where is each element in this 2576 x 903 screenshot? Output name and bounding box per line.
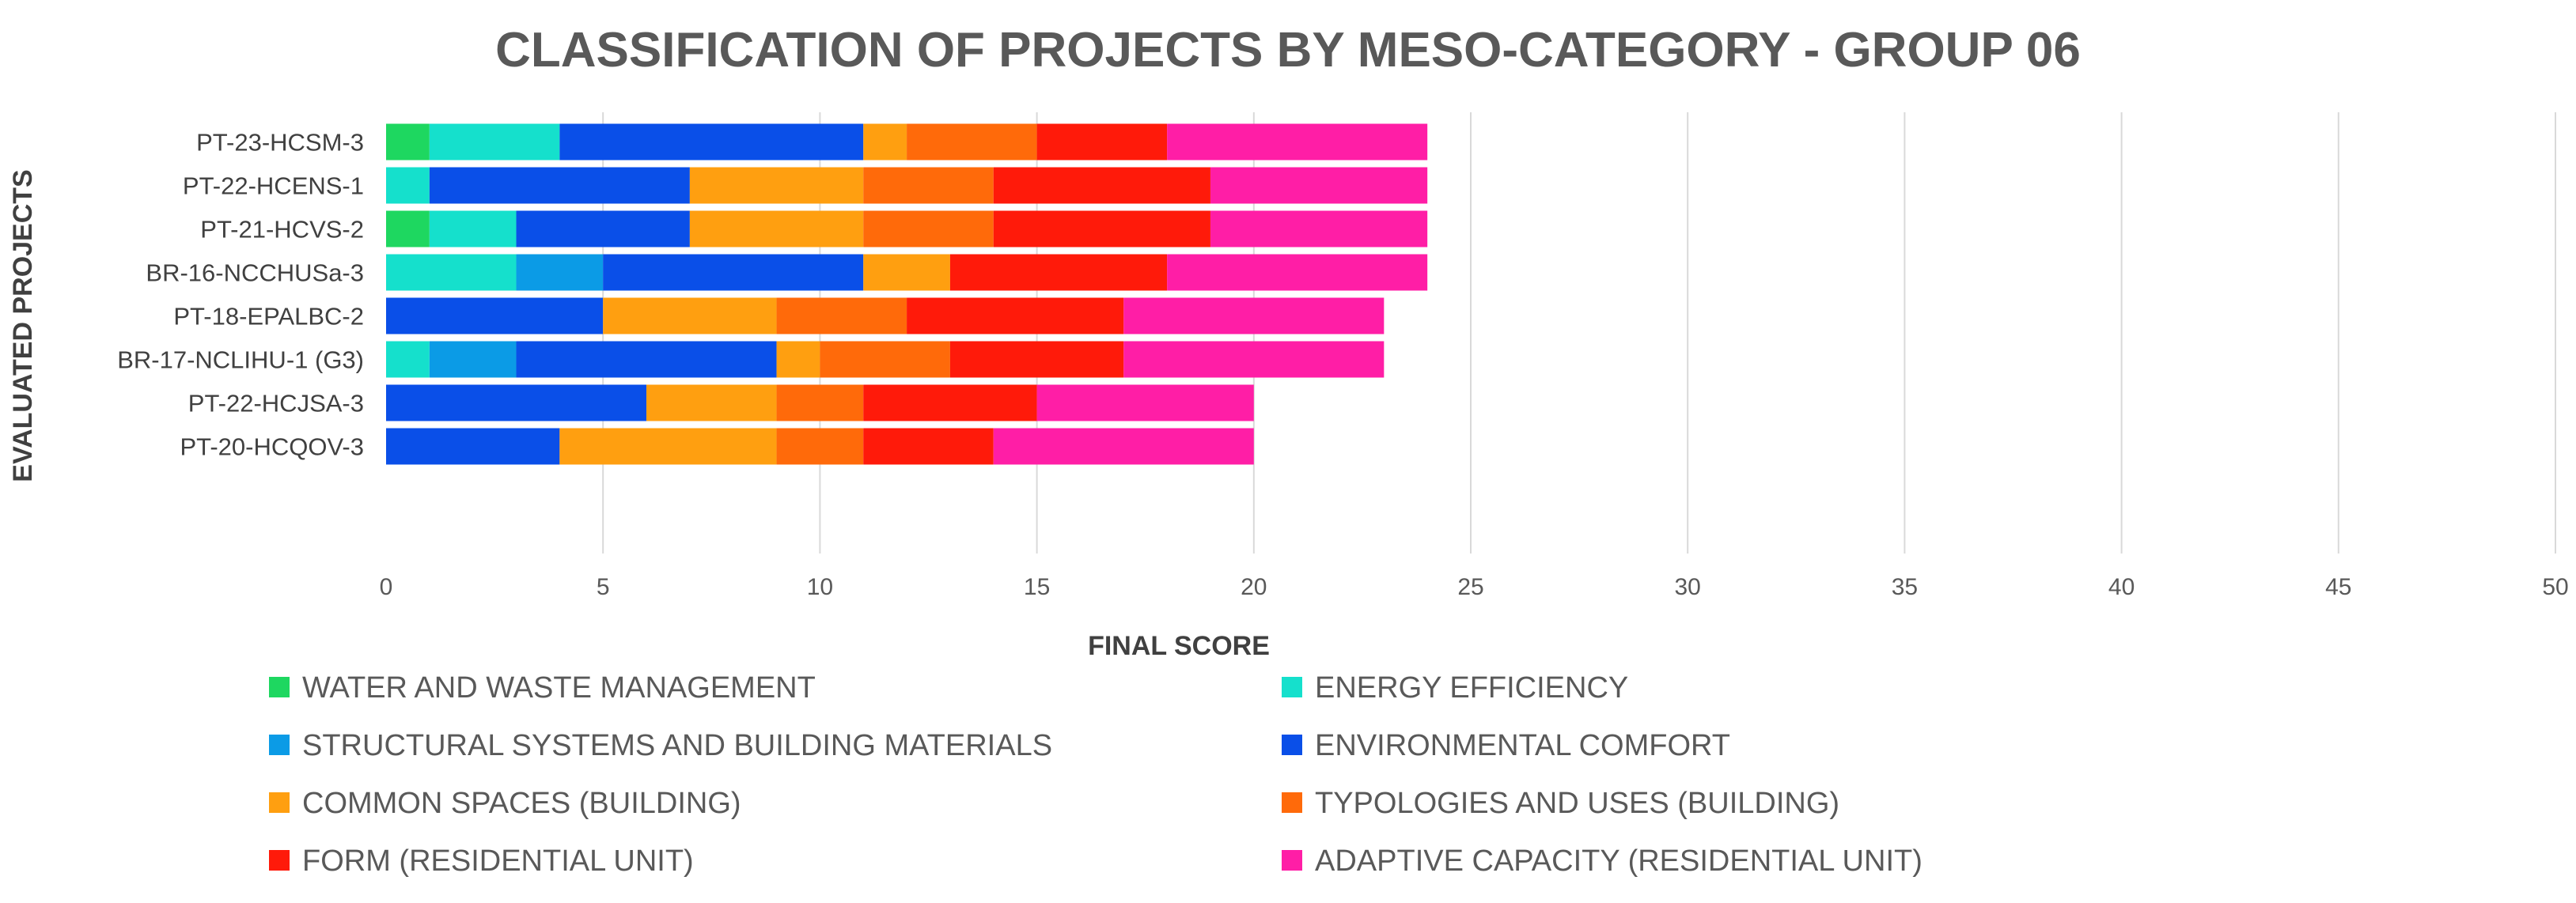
bar-segment	[776, 428, 864, 465]
legend-label: ENERGY EFFICIENCY	[1315, 671, 1628, 705]
bar-segment	[386, 428, 560, 465]
x-tick-label: 25	[1457, 574, 1483, 600]
bar-segment	[429, 167, 690, 204]
bar-segment	[1123, 297, 1385, 334]
bar-segment	[603, 297, 777, 334]
bar-segment	[907, 297, 1124, 334]
x-tick-label: 45	[2325, 574, 2351, 600]
bar-segment	[1123, 341, 1385, 378]
category-label: PT-22-HCENS-1	[183, 172, 364, 200]
bar-segment	[1167, 123, 1428, 161]
bar-segment	[1167, 254, 1428, 291]
x-tick-label: 20	[1241, 574, 1267, 600]
bar-segment	[776, 384, 864, 421]
bar-segment	[429, 123, 560, 161]
bar-segment	[386, 341, 430, 378]
bar-segment	[863, 254, 950, 291]
bar-segment	[949, 341, 1124, 378]
bar-segment	[689, 167, 864, 204]
x-tick-label: 30	[1675, 574, 1701, 600]
bar-segment	[993, 167, 1210, 204]
bar-segment	[1210, 167, 1428, 204]
bar-segment	[863, 123, 907, 161]
category-label: PT-18-EPALBC-2	[173, 303, 364, 331]
bar-segment	[863, 167, 994, 204]
x-tick-label: 15	[1024, 574, 1050, 600]
bar-segment	[776, 297, 907, 334]
bar-segment	[603, 254, 864, 291]
bar-segment	[907, 123, 1037, 161]
legend-swatch	[1282, 735, 1302, 755]
legend-swatch	[269, 677, 290, 697]
legend-swatch	[269, 792, 290, 813]
category-label: PT-22-HCJSA-3	[188, 390, 364, 417]
x-tick-labels: 0 5 10 15 20 25 30 35 40 45 50	[380, 574, 2569, 600]
bar-segment	[689, 210, 864, 247]
bars	[386, 123, 1428, 465]
bar-segment	[386, 297, 604, 334]
bar-segment	[516, 210, 690, 247]
x-tick-label: 10	[807, 574, 833, 600]
bar-segment	[993, 428, 1254, 465]
legend-label: COMMON SPACES (BUILDING)	[302, 787, 741, 820]
legend-swatch	[1282, 792, 1302, 813]
y-axis-title: EVALUATED PROJECTS	[8, 169, 38, 482]
x-tick-label: 40	[2108, 574, 2135, 600]
legend-label: ADAPTIVE CAPACITY (RESIDENTIAL UNIT)	[1315, 844, 1923, 878]
legend-swatch	[269, 735, 290, 755]
legend-swatch	[269, 850, 290, 871]
bar-segment	[1036, 384, 1254, 421]
bar-segment	[516, 341, 777, 378]
bar-segment	[1210, 210, 1428, 247]
bar-segment	[949, 254, 1168, 291]
bar-segment	[559, 428, 777, 465]
x-tick-label: 50	[2542, 574, 2568, 600]
legend-label: STRUCTURAL SYSTEMS AND BUILDING MATERIAL…	[302, 729, 1052, 762]
category-label: BR-17-NCLIHU-1 (G3)	[117, 346, 364, 374]
legend-label: WATER AND WASTE MANAGEMENT	[302, 671, 816, 705]
bar-segment	[863, 428, 994, 465]
bar-segment	[386, 210, 430, 247]
bar-segment	[386, 384, 647, 421]
bar-segment	[559, 123, 864, 161]
legend-label: ENVIRONMENTAL COMFORT	[1315, 729, 1730, 762]
category-labels: PT-23-HCSM-3 PT-22-HCENS-1 PT-21-HCVS-2 BR-…	[117, 129, 364, 461]
legend-swatch	[1282, 677, 1302, 697]
legend: WATER AND WASTE MANAGEMENT ENERGY EFFICIE…	[269, 671, 1923, 878]
bar-segment	[776, 341, 820, 378]
bar-segment	[1036, 123, 1168, 161]
legend-label: TYPOLOGIES AND USES (BUILDING)	[1315, 787, 1839, 820]
x-tick-label: 5	[597, 574, 610, 600]
category-label: PT-20-HCQOV-3	[180, 433, 364, 461]
bar-segment	[429, 341, 517, 378]
bar-segment	[863, 384, 1037, 421]
x-axis-title: FINAL SCORE	[1088, 631, 1270, 661]
bar-segment	[429, 210, 517, 247]
bar-segment	[820, 341, 950, 378]
chart-title: CLASSIFICATION OF PROJECTS BY MESO-CATEG…	[495, 23, 2081, 77]
bar-segment	[993, 210, 1210, 247]
bar-segment	[386, 167, 430, 204]
category-label: PT-23-HCSM-3	[196, 129, 364, 157]
bar-segment	[386, 123, 430, 161]
x-tick-label: 0	[380, 574, 393, 600]
category-label: BR-16-NCCHUSa-3	[146, 259, 364, 287]
bar-segment	[516, 254, 604, 291]
x-tick-label: 35	[1892, 574, 1918, 600]
bar-segment	[646, 384, 777, 421]
legend-label: FORM (RESIDENTIAL UNIT)	[302, 844, 694, 878]
category-label: PT-21-HCVS-2	[200, 216, 364, 244]
bar-segment	[863, 210, 994, 247]
legend-swatch	[1282, 850, 1302, 871]
bar-segment	[386, 254, 517, 291]
